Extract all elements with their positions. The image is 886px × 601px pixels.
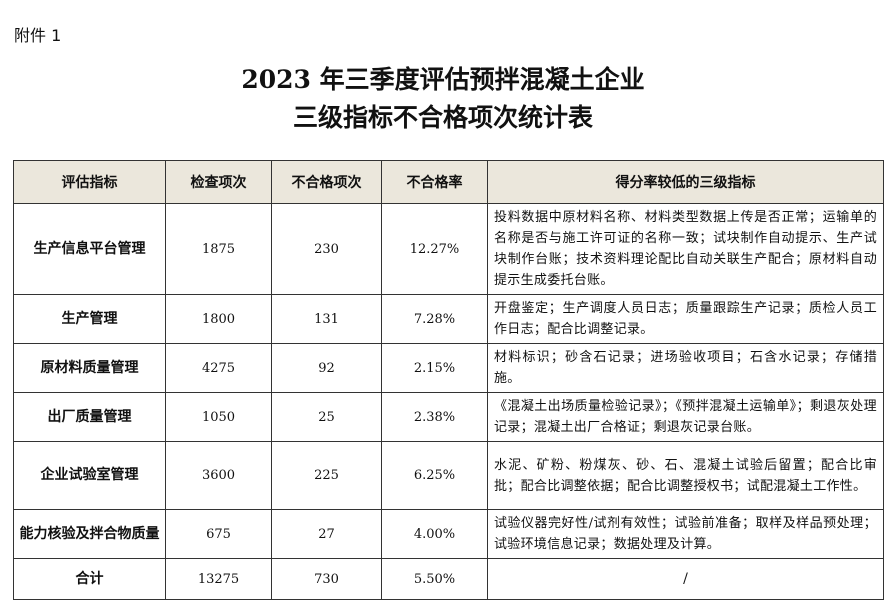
table-row: 能力核验及拌合物质量 675 27 4.00% 试验仪器完好性/试剂有效性；试验… [13, 509, 884, 559]
row-failures: 131 [271, 294, 382, 344]
row-low-items: 水泥、矿粉、粉煤灰、砂、石、混凝土试验后留置；配合比审批；配合比调整依据；配合比… [487, 441, 884, 510]
row-checks: 1800 [165, 294, 272, 344]
row-rate: 6.25% [381, 441, 488, 510]
total-low-items: / [487, 558, 884, 600]
row-indicator: 企业试验室管理 [13, 441, 166, 510]
row-indicator: 生产信息平台管理 [13, 203, 166, 295]
row-checks: 4275 [165, 343, 272, 393]
table-total-row: 合计 13275 730 5.50% / [13, 558, 884, 600]
row-failures: 225 [271, 441, 382, 510]
row-rate: 2.15% [381, 343, 488, 393]
row-failures: 25 [271, 392, 382, 442]
header-indicator: 评估指标 [13, 160, 166, 204]
row-checks: 1875 [165, 203, 272, 295]
header-checks: 检查项次 [165, 160, 272, 204]
row-indicator: 生产管理 [13, 294, 166, 344]
total-indicator: 合计 [13, 558, 166, 600]
row-rate: 4.00% [381, 509, 488, 559]
header-rate: 不合格率 [381, 160, 488, 204]
row-failures: 27 [271, 509, 382, 559]
row-indicator: 出厂质量管理 [13, 392, 166, 442]
row-indicator: 原材料质量管理 [13, 343, 166, 393]
table-row: 出厂质量管理 1050 25 2.38% 《混凝土出场质量检验记录》；《预拌混凝… [13, 392, 884, 442]
attachment-label: 附件 1 [14, 26, 62, 45]
row-low-items: 开盘鉴定；生产调度人员日志；质量跟踪生产记录；质检人员工作日志；配合比调整记录。 [487, 294, 884, 344]
total-rate: 5.50% [381, 558, 488, 600]
table-row: 生产信息平台管理 1875 230 12.27% 投料数据中原材料名称、材料类型… [13, 203, 884, 295]
table-row: 企业试验室管理 3600 225 6.25% 水泥、矿粉、粉煤灰、砂、石、混凝土… [13, 441, 884, 510]
row-rate: 7.28% [381, 294, 488, 344]
total-checks: 13275 [165, 558, 272, 600]
table-row: 生产管理 1800 131 7.28% 开盘鉴定；生产调度人员日志；质量跟踪生产… [13, 294, 884, 344]
header-low-items: 得分率较低的三级指标 [487, 160, 884, 204]
row-rate: 2.38% [381, 392, 488, 442]
page-title-line2: 三级指标不合格项次统计表 [292, 103, 593, 132]
table-header-row: 评估指标 检查项次 不合格项次 不合格率 得分率较低的三级指标 [13, 160, 884, 204]
page-title-line1: 2023 年三季度评估预拌混凝土企业 [241, 65, 645, 94]
total-failures: 730 [271, 558, 382, 600]
row-checks: 1050 [165, 392, 272, 442]
row-failures: 230 [271, 203, 382, 295]
header-failures: 不合格项次 [271, 160, 382, 204]
row-indicator: 能力核验及拌合物质量 [13, 509, 166, 559]
statistics-table: 评估指标 检查项次 不合格项次 不合格率 得分率较低的三级指标 生产信息平台管理… [13, 160, 884, 600]
row-low-items: 《混凝土出场质量检验记录》；《预拌混凝土运输单》；剩退灰处理记录；混凝土出厂合格… [487, 392, 884, 442]
row-failures: 92 [271, 343, 382, 393]
row-rate: 12.27% [381, 203, 488, 295]
table-row: 原材料质量管理 4275 92 2.15% 材料标识；砂含石记录；进场验收项目；… [13, 343, 884, 393]
row-checks: 675 [165, 509, 272, 559]
row-low-items: 投料数据中原材料名称、材料类型数据上传是否正常；运输单的名称是否与施工许可证的名… [487, 203, 884, 295]
row-low-items: 试验仪器完好性/试剂有效性；试验前准备；取样及样品预处理；试验环境信息记录；数据… [487, 509, 884, 559]
row-low-items: 材料标识；砂含石记录；进场验收项目；石含水记录；存储措施。 [487, 343, 884, 393]
row-checks: 3600 [165, 441, 272, 510]
